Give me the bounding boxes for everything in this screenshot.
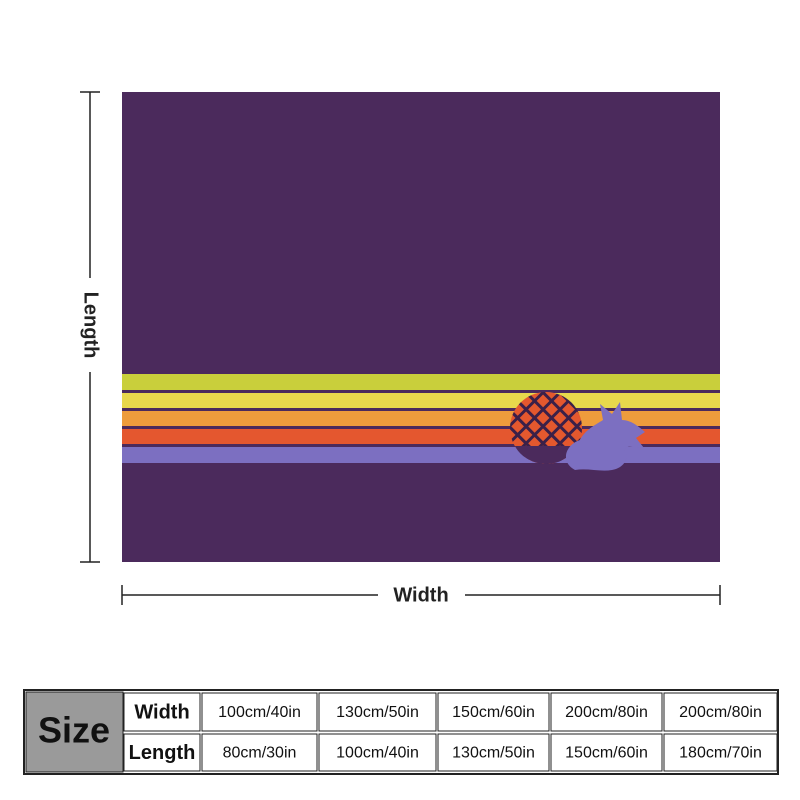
size-value: 130cm/50in [452,745,535,762]
blanket [122,92,720,562]
table-cell [123,692,201,732]
size-title: Size [38,710,110,751]
width-label: Width [393,584,448,606]
table-cell [318,733,437,772]
row-header: Width [134,701,189,723]
table-cell [318,692,437,732]
size-table: Size Width 100cm/40in 130cm/50in 150cm/60in… [23,689,779,775]
width-dimension [121,585,721,605]
table-cell [201,692,318,732]
table-cell [123,733,201,772]
size-value: 200cm/80in [679,704,762,721]
size-value: 100cm/40in [336,745,419,762]
size-value: 100cm/40in [218,704,301,721]
size-value: 200cm/80in [565,704,648,721]
length-dimension [80,91,100,563]
row-header: Length [129,742,196,764]
size-value: 150cm/60in [565,745,648,762]
table-cell [550,733,663,772]
size-value: 80cm/30in [223,745,297,762]
table-cell [201,733,318,772]
table-cell [663,733,778,772]
size-cell [25,691,124,773]
table-cell [550,692,663,732]
size-value: 180cm/70in [679,745,762,762]
length-label: Length [80,292,102,359]
stripes [122,374,720,463]
dragon-figure [565,402,645,471]
table-cell [663,692,778,732]
size-value: 130cm/50in [336,704,419,721]
table-cell [437,733,550,772]
size-value: 150cm/60in [452,704,535,721]
table-cell [437,692,550,732]
